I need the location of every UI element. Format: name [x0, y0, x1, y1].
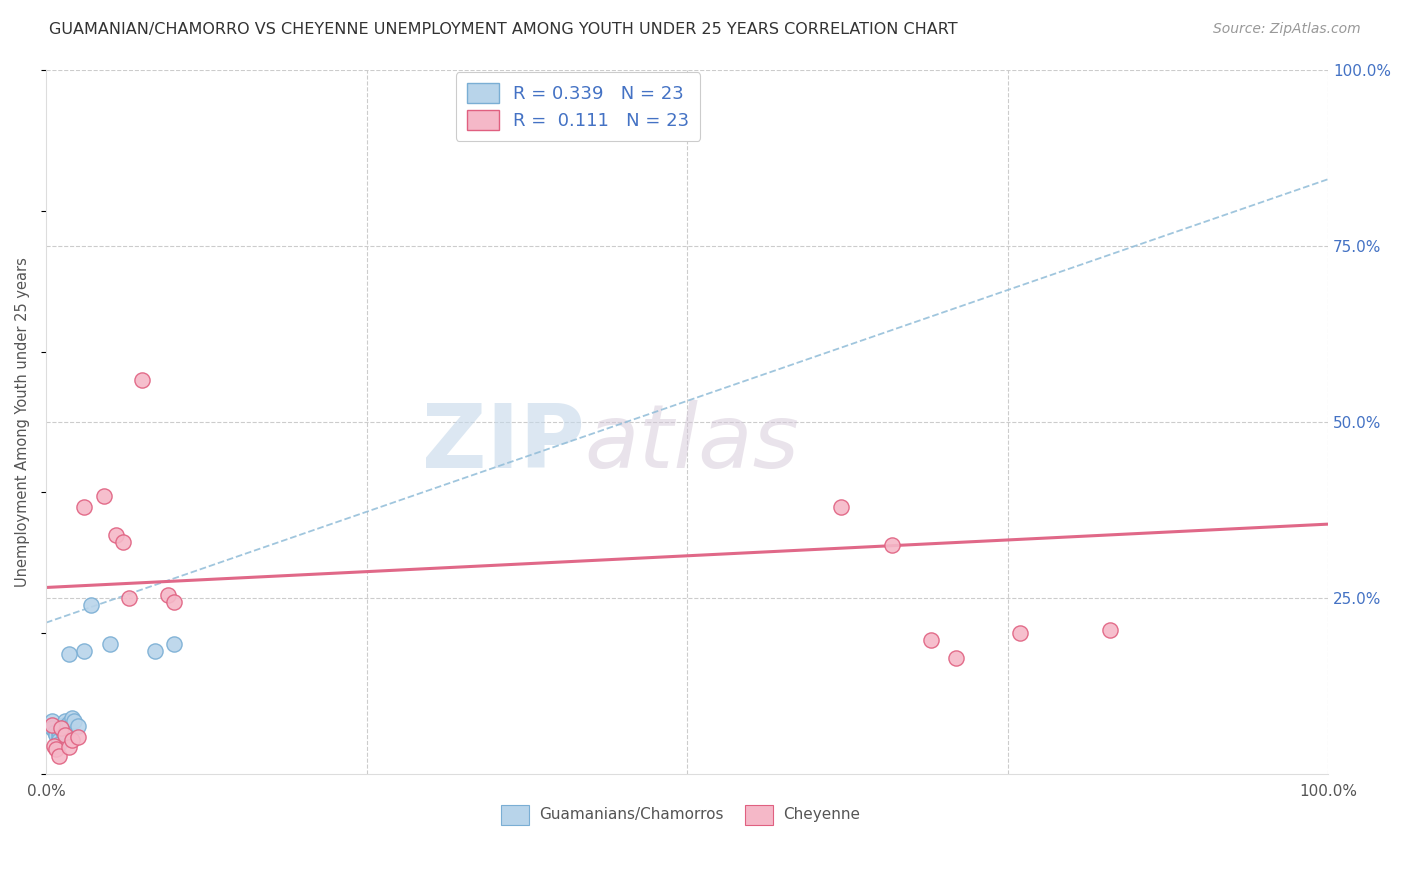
Point: [1010, 626, 1032, 640]
Point: [163, 637, 186, 651]
Text: Guamanians/Chamorros: Guamanians/Chamorros: [540, 807, 724, 822]
Point: [58, 648, 80, 662]
Point: [98, 637, 121, 651]
Point: [163, 594, 186, 608]
Point: [58, 740, 80, 755]
Point: [41, 717, 63, 731]
Point: [1099, 623, 1122, 637]
Point: [105, 527, 128, 541]
Point: [60, 733, 83, 747]
Text: atlas: atlas: [585, 401, 800, 486]
Point: [55, 719, 77, 733]
FancyBboxPatch shape: [501, 805, 529, 825]
Point: [118, 591, 141, 605]
Point: [42, 739, 65, 753]
Point: [66, 731, 89, 745]
Point: [48, 737, 70, 751]
Point: [945, 651, 967, 665]
Point: [111, 534, 134, 549]
Text: GUAMANIAN/CHAMORRO VS CHEYENNE UNEMPLOYMENT AMONG YOUTH UNDER 25 YEARS CORRELATI: GUAMANIAN/CHAMORRO VS CHEYENNE UNEMPLOYM…: [49, 22, 957, 37]
Point: [52, 724, 75, 739]
Point: [48, 733, 70, 747]
Point: [51, 721, 73, 735]
Point: [45, 742, 67, 756]
Point: [93, 489, 115, 503]
Point: [143, 644, 166, 658]
Point: [52, 717, 75, 731]
Point: [44, 724, 66, 739]
Point: [48, 726, 70, 740]
Text: ZIP: ZIP: [422, 400, 585, 487]
Legend: R = 0.339   N = 23, R =  0.111   N = 23: R = 0.339 N = 23, R = 0.111 N = 23: [456, 72, 700, 141]
Point: [48, 749, 70, 764]
Text: Source: ZipAtlas.com: Source: ZipAtlas.com: [1213, 22, 1361, 37]
Point: [45, 728, 67, 742]
Point: [58, 716, 80, 731]
Point: [73, 644, 96, 658]
Point: [41, 714, 63, 729]
Point: [73, 500, 96, 514]
Point: [131, 373, 153, 387]
Text: Cheyenne: Cheyenne: [783, 807, 860, 822]
FancyBboxPatch shape: [745, 805, 773, 825]
Point: [156, 587, 179, 601]
Point: [41, 721, 63, 735]
Point: [66, 719, 89, 733]
Point: [51, 721, 73, 735]
Point: [53, 714, 76, 729]
Point: [830, 500, 852, 514]
Point: [882, 538, 904, 552]
Point: [63, 714, 86, 729]
Point: [48, 731, 70, 745]
Point: [60, 711, 83, 725]
Point: [80, 598, 103, 612]
Point: [920, 633, 942, 648]
Point: [53, 728, 76, 742]
Y-axis label: Unemployment Among Youth under 25 years: Unemployment Among Youth under 25 years: [15, 257, 30, 587]
